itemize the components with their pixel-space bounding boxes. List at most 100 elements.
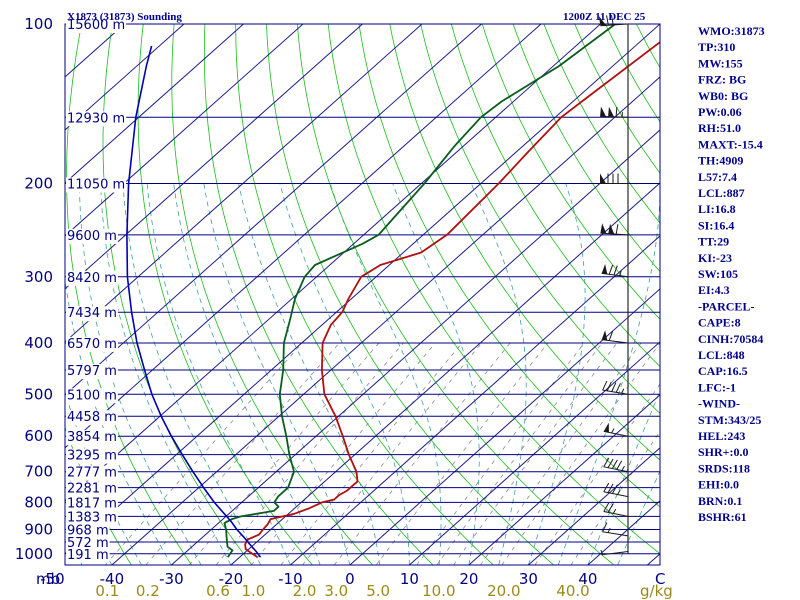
temperature-tick-label: 10 [400, 570, 419, 588]
temperature-tick-label: 0 [345, 570, 355, 588]
height-label: 11050 m [67, 177, 125, 192]
pressure-tick-label: 300 [24, 268, 53, 286]
pressure-tick-label: 800 [24, 493, 53, 511]
height-label: 9600 m [67, 229, 117, 244]
dry-adiabat [203, 24, 434, 565]
mixing-ratio-line [570, 430, 660, 565]
mixing-ratio-line [188, 342, 380, 565]
mixing-ratio-line [453, 342, 618, 565]
mixing-ratio-tick-label: 5.0 [366, 582, 390, 600]
wind-barb [598, 14, 629, 27]
mixing-ratio-line [534, 383, 660, 565]
mixing-ratio-line [251, 342, 436, 565]
height-label-bg [66, 523, 110, 539]
index-line: SHR+:0.0 [698, 445, 749, 459]
moist-adiabat [587, 389, 660, 565]
isotherm-line [65, 24, 244, 184]
wind-barb [603, 502, 629, 517]
height-label-bg [66, 465, 118, 481]
isotherm-line [468, 394, 660, 565]
index-line: RH:51.0 [698, 121, 741, 135]
index-line: -WIND- [698, 397, 740, 411]
mixing-ratio-tick-label: 10.0 [422, 582, 455, 600]
sounding-time: 1200Z 11 DEC 25 [563, 11, 646, 23]
wind-barb [603, 482, 629, 498]
dry-adiabat [481, 24, 660, 320]
height-label-bg [66, 410, 118, 426]
isotherm-line [171, 129, 660, 565]
pressure-tick-label: 400 [24, 334, 53, 352]
dewpoint-profile-line [223, 24, 616, 558]
height-label-bg [66, 306, 118, 322]
height-label: 572 m [67, 536, 109, 551]
moist-adiabat [203, 183, 351, 565]
index-line: WMO:31873 [698, 24, 765, 38]
height-label-bg [66, 270, 118, 286]
height-label-bg [66, 18, 127, 33]
mixing-ratio-unit: g/kg [640, 582, 673, 600]
height-label-bg [66, 510, 118, 526]
index-line: CINH:70584 [698, 332, 763, 346]
wind-barb [600, 106, 629, 118]
moist-adiabat [557, 183, 660, 565]
dry-adiabat [137, 24, 313, 565]
index-line: BRN:0.1 [698, 494, 742, 508]
temperature-tick-label: -50 [40, 570, 65, 588]
wind-barb [600, 549, 629, 556]
isotherm-line [65, 24, 542, 449]
height-label-bg [66, 111, 127, 127]
isotherm-line [111, 76, 660, 565]
isotherm-line [65, 24, 66, 25]
index-line: LCL:848 [698, 348, 745, 362]
temperature-unit-label: C [655, 570, 665, 588]
isotherm-line [528, 447, 660, 565]
temperature-tick-label: 30 [519, 570, 538, 588]
mixing-ratio-line [375, 342, 549, 565]
height-label-bg [66, 481, 118, 497]
isotherm-line [349, 288, 660, 565]
mixing-ratio-tick-label: 40.0 [556, 582, 589, 600]
moist-adiabat [65, 390, 142, 565]
height-label: 5797 m [67, 364, 117, 379]
plot-background [65, 24, 660, 565]
isotherm-line [409, 341, 660, 565]
wind-barb [603, 457, 629, 473]
height-label: 2281 m [67, 482, 117, 497]
pressure-tick-label: 100 [24, 15, 53, 33]
wind-barb [602, 380, 629, 395]
height-label: 12930 m [67, 111, 125, 126]
height-label: 968 m [67, 524, 109, 539]
mixing-ratio-tick-label: 3.0 [324, 582, 348, 600]
height-label-bg [66, 535, 110, 551]
mixing-ratio-line [436, 342, 603, 565]
height-label: 7434 m [67, 306, 117, 321]
index-line: L57:7.4 [698, 170, 737, 184]
isotherm-line [65, 24, 363, 290]
isotherm-line [65, 24, 304, 237]
index-line: PW:0.06 [698, 105, 742, 119]
index-line: LCL:887 [698, 186, 745, 200]
temperature-tick-label: 40 [578, 570, 597, 588]
index-line: WB0: BG [698, 89, 748, 103]
index-line: TT:29 [698, 235, 729, 249]
index-line: CAPE:8 [698, 316, 741, 330]
dry-adiabat [783, 12, 800, 565]
mixing-ratio-line [480, 342, 642, 565]
height-label-bg [66, 388, 118, 404]
isotherm-line [230, 182, 660, 565]
mixing-ratio-line [215, 342, 404, 565]
dry-adiabat [358, 24, 660, 508]
index-line: -PARCEL- [698, 299, 754, 313]
temperature-tick-label: -30 [159, 570, 184, 588]
moist-adiabat [146, 183, 291, 565]
height-label: 2777 m [67, 466, 117, 481]
temperature-tick-label: -10 [278, 570, 303, 588]
index-line: FRZ: BG [698, 73, 746, 87]
height-label-bg [66, 496, 118, 512]
height-label-bg [66, 547, 110, 563]
height-label: 6570 m [67, 337, 117, 352]
dry-adiabat [420, 24, 660, 414]
moist-adiabat [392, 183, 480, 565]
index-line: EI:4.3 [698, 283, 730, 297]
